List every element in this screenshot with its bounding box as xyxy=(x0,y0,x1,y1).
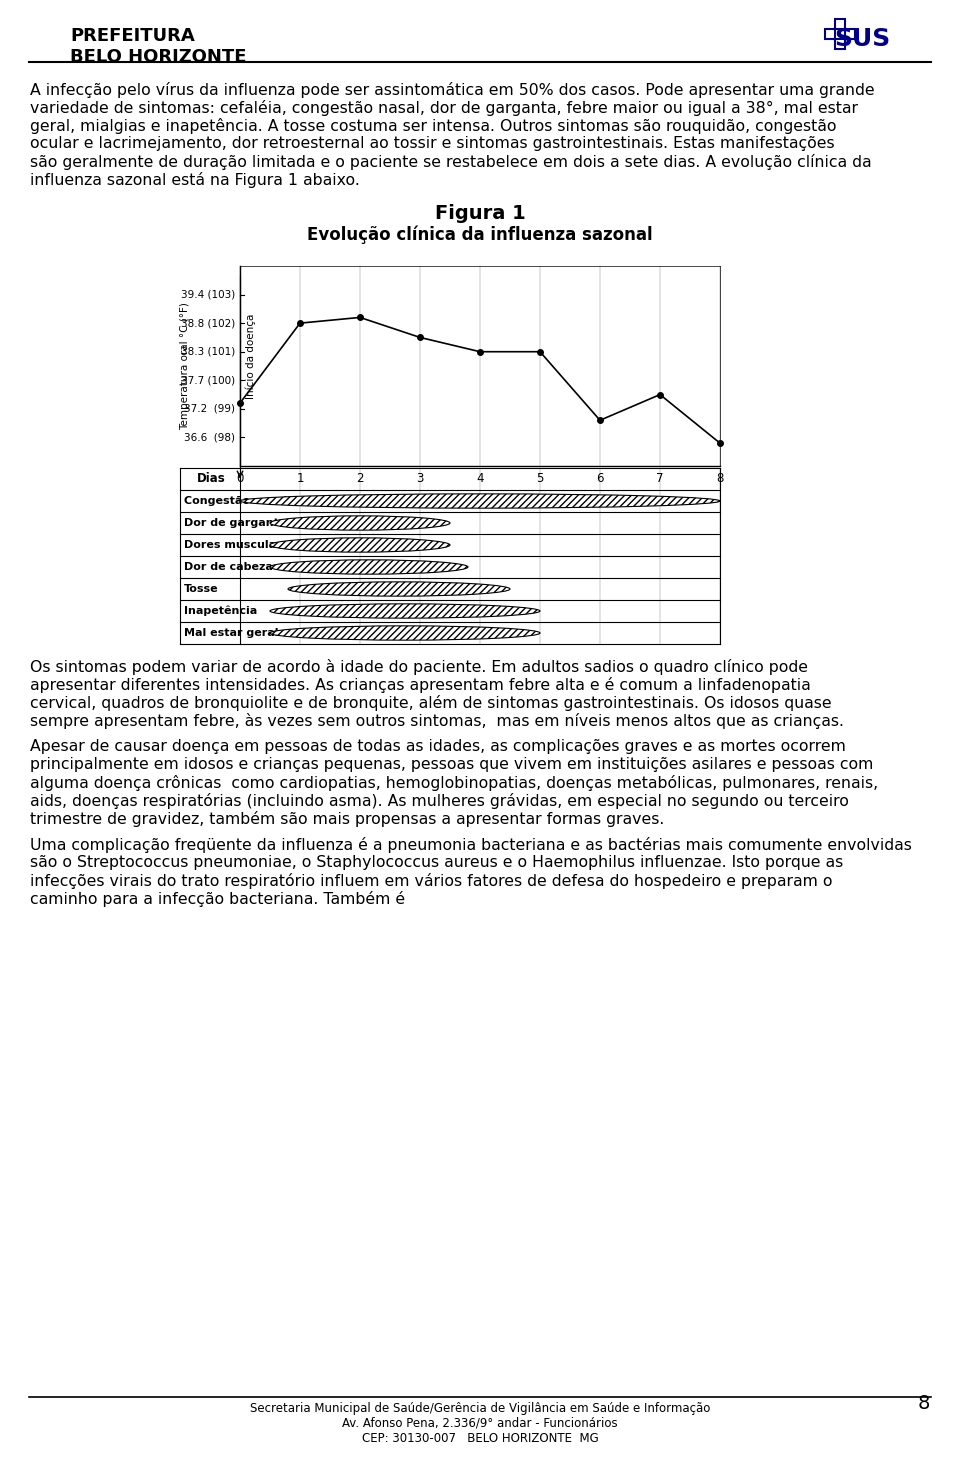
Text: Dor de cabeza: Dor de cabeza xyxy=(184,562,273,572)
Text: variedade de sintomas: cefaléia, congestão nasal, dor de garganta, febre maior o: variedade de sintomas: cefaléia, congest… xyxy=(30,99,858,116)
Text: influenza sazonal está na Figura 1 abaixo.: influenza sazonal está na Figura 1 abaix… xyxy=(30,172,360,188)
Text: Início da doença: Início da doença xyxy=(246,313,256,399)
Text: 4: 4 xyxy=(476,473,484,486)
Text: 36.6  (98): 36.6 (98) xyxy=(184,433,235,443)
Text: são geralmente de duração limitada e o paciente se restabelece em dois a sete di: são geralmente de duração limitada e o p… xyxy=(30,154,872,170)
Text: 1: 1 xyxy=(297,473,303,486)
Text: Tosse: Tosse xyxy=(184,584,219,594)
Text: 3: 3 xyxy=(417,473,423,486)
Text: 8: 8 xyxy=(716,473,724,486)
Text: CEP: 30130-007   BELO HORIZONTE  MG: CEP: 30130-007 BELO HORIZONTE MG xyxy=(362,1432,598,1445)
Text: 2: 2 xyxy=(356,473,364,486)
Text: sempre apresentam febre, às vezes sem outros sintomas,  mas em níveis menos alto: sempre apresentam febre, às vezes sem ou… xyxy=(30,713,844,729)
Ellipse shape xyxy=(240,494,720,508)
Text: 37.7 (100): 37.7 (100) xyxy=(180,375,235,385)
Text: 38.8 (102): 38.8 (102) xyxy=(180,319,235,328)
Text: A infecção pelo vírus da influenza pode ser assintomática em 50% dos casos. Pode: A infecção pelo vírus da influenza pode … xyxy=(30,82,875,98)
Text: Congestão nasal: Congestão nasal xyxy=(184,496,287,505)
Text: 37.2  (99): 37.2 (99) xyxy=(184,405,235,413)
Text: 38.3 (101): 38.3 (101) xyxy=(180,347,235,357)
Text: Dor de garganta: Dor de garganta xyxy=(184,519,286,528)
Text: Temperatura oral °C (°F): Temperatura oral °C (°F) xyxy=(180,302,190,430)
Ellipse shape xyxy=(270,625,540,640)
Text: Inapetência: Inapetência xyxy=(184,606,257,617)
Text: aids, doenças respiratórias (incluindo asma). As mulheres grávidas, em especial : aids, doenças respiratórias (incluindo a… xyxy=(30,793,849,809)
Text: PREFEITURA
BELO HORIZONTE: PREFEITURA BELO HORIZONTE xyxy=(70,27,247,65)
Text: 6: 6 xyxy=(596,473,604,486)
Text: geral, mialgias e inapetência. A tosse costuma ser intensa. Outros sintomas são : geral, mialgias e inapetência. A tosse c… xyxy=(30,119,836,133)
Text: alguma doença crônicas  como cardiopatias, hemoglobinopatias, doenças metabólica: alguma doença crônicas como cardiopatias… xyxy=(30,775,878,791)
Text: SUS: SUS xyxy=(833,27,890,50)
Bar xyxy=(835,19,845,49)
Text: Secretaria Municipal de Saúde/Gerência de Vigilância em Saúde e Informação: Secretaria Municipal de Saúde/Gerência d… xyxy=(250,1402,710,1415)
Text: Uma complicação freqüente da influenza é a pneumonia bacteriana e as bactérias m: Uma complicação freqüente da influenza é… xyxy=(30,837,912,854)
Ellipse shape xyxy=(270,560,468,574)
Text: 0: 0 xyxy=(236,473,244,486)
Text: trimestre de gravidez, também são mais propensas a apresentar formas graves.: trimestre de gravidez, também são mais p… xyxy=(30,811,664,827)
Text: Figura 1: Figura 1 xyxy=(435,205,525,222)
Text: Evolução clínica da influenza sazonal: Evolução clínica da influenza sazonal xyxy=(307,225,653,245)
Ellipse shape xyxy=(270,538,450,553)
Ellipse shape xyxy=(270,603,540,618)
Ellipse shape xyxy=(288,582,510,596)
Text: 8: 8 xyxy=(918,1395,930,1412)
Text: 39.4 (103): 39.4 (103) xyxy=(180,289,235,299)
Text: infecções virais do trato respiratório influem em vários fatores de defesa do ho: infecções virais do trato respiratório i… xyxy=(30,873,832,889)
Text: apresentar diferentes intensidades. As crianças apresentam febre alta e é comum : apresentar diferentes intensidades. As c… xyxy=(30,677,811,694)
Text: 7: 7 xyxy=(657,473,663,486)
Text: são o Streptococcus pneumoniae, o Staphylococcus aureus e o Haemophilus influenz: são o Streptococcus pneumoniae, o Staphy… xyxy=(30,855,843,870)
Text: Apesar de causar doença em pessoas de todas as idades, as complicações graves e : Apesar de causar doença em pessoas de to… xyxy=(30,740,846,754)
Text: Av. Afonso Pena, 2.336/9° andar - Funcionários: Av. Afonso Pena, 2.336/9° andar - Funcio… xyxy=(342,1417,618,1430)
Text: cervical, quadros de bronquiolite e de bronquite, além de sintomas gastrointesti: cervical, quadros de bronquiolite e de b… xyxy=(30,695,831,711)
Bar xyxy=(825,30,855,39)
Text: Mal estar geral: Mal estar geral xyxy=(184,628,278,637)
Text: ocular e lacrimejamento, dor retroesternal ao tossir e sintomas gastrointestinai: ocular e lacrimejamento, dor retroestern… xyxy=(30,136,834,151)
Text: caminho para a infecção bacteriana. Também é: caminho para a infecção bacteriana. Tamb… xyxy=(30,891,405,907)
Ellipse shape xyxy=(270,516,450,531)
Text: 5: 5 xyxy=(537,473,543,486)
Text: Dias: Dias xyxy=(197,473,226,486)
Text: Dores musculares: Dores musculares xyxy=(184,539,296,550)
Text: principalmente em idosos e crianças pequenas, pessoas que vivem em instituições : principalmente em idosos e crianças pequ… xyxy=(30,757,874,772)
Text: Os sintomas podem variar de acordo à idade do paciente. Em adultos sadios o quad: Os sintomas podem variar de acordo à ida… xyxy=(30,659,808,674)
